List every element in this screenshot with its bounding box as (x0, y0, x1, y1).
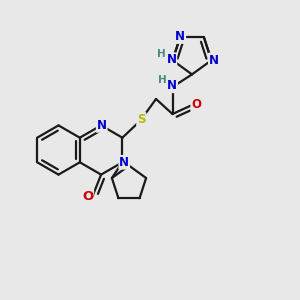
Text: O: O (191, 98, 201, 111)
Text: O: O (82, 190, 93, 203)
Text: H: H (158, 49, 166, 59)
Text: N: N (167, 53, 176, 66)
Text: N: N (97, 119, 107, 132)
Text: N: N (175, 30, 185, 43)
Text: S: S (137, 113, 146, 126)
Text: N: N (119, 156, 129, 169)
Text: N: N (167, 79, 177, 92)
Text: H: H (158, 75, 167, 85)
Text: N: N (209, 53, 219, 67)
